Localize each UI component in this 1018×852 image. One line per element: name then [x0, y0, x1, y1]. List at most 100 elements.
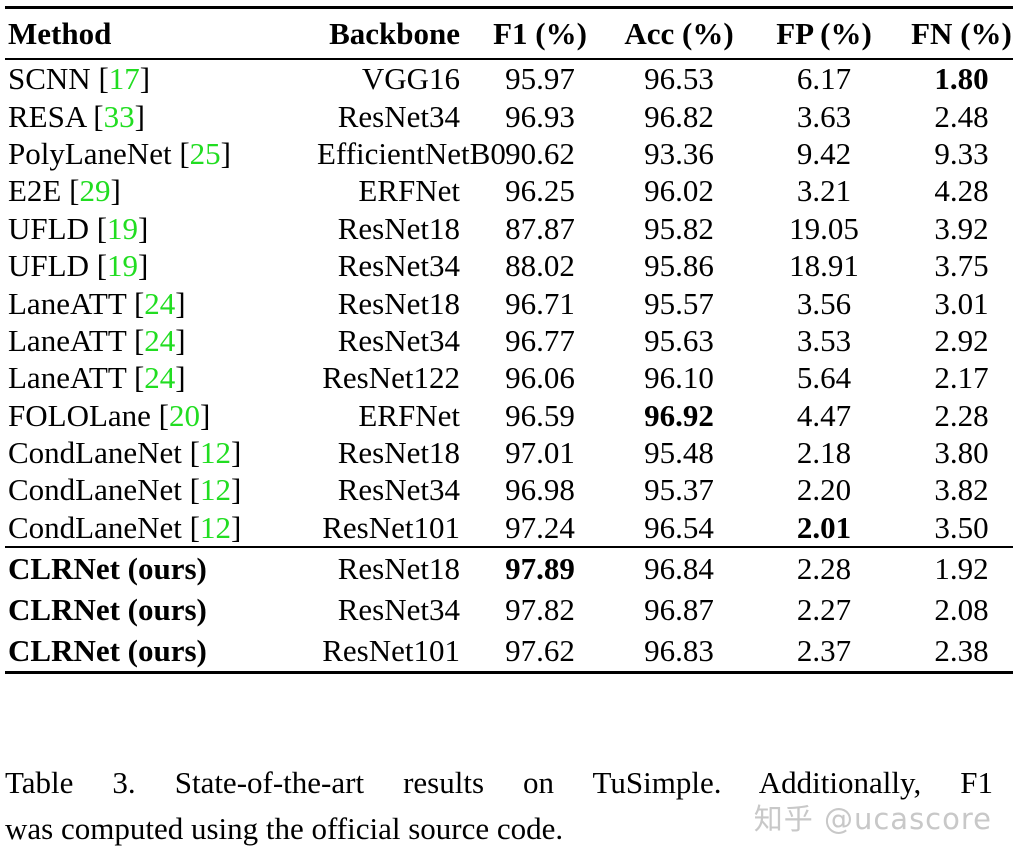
table-row: SCNN [17] VGG16 95.97 96.53 6.17 1.80	[5, 59, 1013, 97]
watermark: 知乎 @ucascore	[753, 802, 992, 836]
backbone-cell: ResNet34	[337, 248, 460, 284]
f1-cell: 96.59	[505, 397, 575, 433]
acc-cell: 96.54	[644, 509, 714, 545]
fn-cell: 2.92	[934, 322, 989, 358]
method-cell: CondLaneNet [12]	[8, 435, 242, 471]
method-cell: FOLOLane [20]	[8, 397, 211, 433]
method-cell: PolyLaneNet [25]	[8, 135, 231, 171]
table-row: LaneATT [24] ResNet34 96.77 95.63 3.53 2.92	[5, 322, 1013, 359]
f1-cell: 87.87	[505, 210, 575, 246]
citation-link[interactable]: 12	[199, 435, 231, 471]
fp-cell: 18.91	[789, 248, 859, 284]
method-cell: UFLD [19]	[8, 210, 149, 246]
f1-cell: 97.82	[505, 592, 575, 628]
citation-link[interactable]: 24	[144, 360, 176, 396]
citation-link[interactable]: 12	[199, 509, 231, 545]
method-name: UFLD	[8, 248, 89, 284]
f1-cell: 96.71	[505, 285, 575, 321]
fp-cell: 2.18	[796, 435, 852, 471]
f1-cell: 96.98	[505, 472, 575, 508]
method-cell: CondLaneNet [12]	[8, 509, 242, 545]
method-name: E2E	[8, 173, 62, 209]
f1-cell: 97.24	[505, 509, 575, 545]
caption-line-1: Table 3. State-of-the-art results on TuS…	[5, 765, 993, 800]
fn-cell: 2.38	[934, 633, 989, 669]
column-header-fn: FN (%)	[910, 7, 1013, 60]
caption-line-2: was computed using the official source c…	[5, 811, 564, 846]
fn-cell: 3.75	[934, 248, 989, 284]
backbone-cell: ERFNet	[358, 173, 460, 209]
fp-cell: 3.53	[796, 322, 852, 358]
citation-link[interactable]: 12	[199, 472, 231, 508]
backbone-cell: ResNet34	[337, 592, 460, 628]
acc-cell: 96.83	[644, 633, 714, 669]
backbone-cell: ResNet18	[337, 210, 460, 246]
backbone-cell: ResNet122	[322, 360, 460, 396]
citation-link[interactable]: 24	[144, 285, 176, 321]
table-row: FOLOLane [20] ERFNet 96.59 96.92 4.47 2.28	[5, 397, 1013, 434]
table-header-row: Method Backbone F1 (%) Acc (%) FP (%) FN (%)	[5, 7, 1013, 60]
table-row: RESA [33] ResNet34 96.93 96.82 3.63 2.48	[5, 97, 1013, 134]
backbone-cell: ResNet18	[337, 435, 460, 471]
fn-cell: 3.80	[934, 435, 989, 471]
acc-cell: 96.53	[644, 61, 714, 97]
column-header-backbone: Backbone	[317, 7, 460, 60]
citation-link[interactable]: 33	[103, 98, 135, 134]
citation-link[interactable]: 25	[189, 135, 221, 171]
acc-cell: 93.36	[644, 135, 714, 171]
column-header-f1: F1 (%)	[460, 7, 620, 60]
backbone-cell: ResNet18	[337, 285, 460, 321]
fp-cell: 5.64	[796, 360, 852, 396]
results-table: Method Backbone F1 (%) Acc (%) FP (%) FN (%) …	[5, 6, 1013, 675]
f1-cell: 97.01	[505, 435, 575, 471]
method-name: CondLaneNet	[8, 509, 182, 545]
table-row: LaneATT [24] ResNet18 96.71 95.57 3.56 3.01	[5, 284, 1013, 321]
acc-cell: 95.63	[644, 322, 714, 358]
method-cell: CLRNet (ours)	[5, 589, 317, 630]
fn-cell: 2.28	[934, 397, 989, 433]
fp-cell: 4.47	[796, 397, 852, 433]
method-name: LaneATT	[8, 360, 127, 396]
fp-cell: 2.37	[796, 633, 852, 669]
citation-link[interactable]: 17	[108, 61, 140, 97]
f1-cell: 96.06	[505, 360, 575, 396]
fp-cell: 19.05	[789, 210, 859, 246]
method-name: CondLaneNet	[8, 472, 182, 508]
fn-cell: 4.28	[934, 173, 989, 209]
backbone-cell: ResNet34	[337, 98, 460, 134]
column-header-acc: Acc (%)	[620, 7, 738, 60]
acc-cell: 95.86	[644, 248, 714, 284]
backbone-cell: EfficientNetB0	[317, 135, 506, 171]
method-name: LaneATT	[8, 322, 127, 358]
citation-link[interactable]: 19	[107, 248, 139, 284]
method-cell: LaneATT [24]	[8, 360, 186, 396]
fn-cell: 3.82	[934, 472, 989, 508]
acc-cell: 96.02	[644, 173, 714, 209]
backbone-cell: ERFNet	[358, 397, 460, 433]
method-cell: LaneATT [24]	[8, 322, 186, 358]
fp-cell: 3.56	[796, 285, 852, 321]
f1-cell: 97.89	[460, 546, 620, 590]
fp-cell: 2.20	[796, 472, 852, 508]
f1-cell: 96.77	[505, 322, 575, 358]
citation-link[interactable]: 19	[107, 210, 139, 246]
table-caption: Table 3. State-of-the-art results on TuS…	[5, 760, 993, 852]
acc-cell: 96.10	[644, 360, 714, 396]
citation-link[interactable]: 20	[168, 397, 200, 433]
fn-cell: 2.48	[934, 98, 989, 134]
method-cell: CLRNet (ours)	[5, 546, 317, 590]
table-row: LaneATT [24] ResNet122 96.06 96.10 5.64 2.17	[5, 359, 1013, 396]
table-row: CLRNet (ours) ResNet18 97.89 96.84 2.28 1.92	[5, 546, 1013, 590]
citation-link[interactable]: 24	[144, 322, 176, 358]
acc-cell: 96.92	[644, 397, 714, 433]
acc-cell: 95.48	[644, 435, 714, 471]
fn-cell: 1.92	[910, 546, 1013, 590]
f1-cell: 97.62	[505, 633, 575, 669]
fn-cell: 9.33	[934, 135, 989, 171]
fn-cell: 2.08	[934, 592, 989, 628]
citation-link[interactable]: 29	[79, 173, 111, 209]
method-name: CLRNet (ours)	[8, 551, 207, 587]
table-row: UFLD [19] ResNet18 87.87 95.82 19.05 3.92	[5, 210, 1013, 247]
method-name: SCNN	[8, 61, 91, 97]
method-name: CLRNet (ours)	[8, 592, 207, 628]
